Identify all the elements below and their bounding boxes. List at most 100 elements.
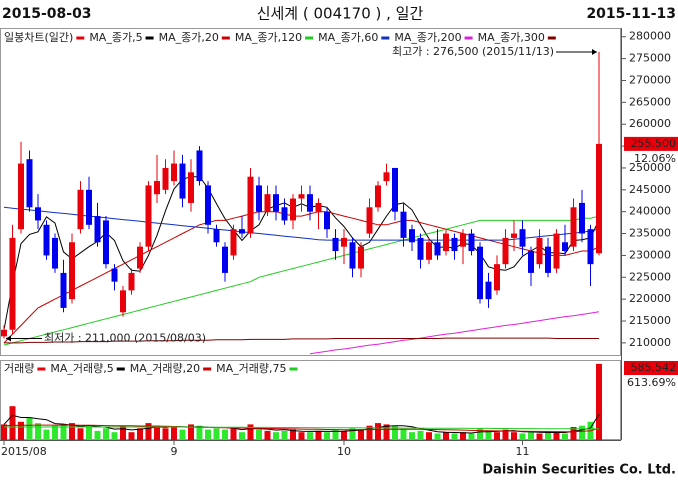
volume-bar — [443, 432, 449, 440]
x-tick-label: 2015/08 — [1, 445, 47, 458]
candle-body — [290, 198, 296, 221]
annotation: 최고가 : 276,500 (2015/11/13) — [392, 45, 554, 58]
ma-line — [3, 211, 600, 344]
volume-bar — [145, 423, 152, 440]
candle-body — [468, 233, 475, 252]
volume-bar — [298, 432, 305, 440]
volume-bar — [502, 429, 509, 440]
candle-body — [18, 163, 24, 230]
volume-bar — [1, 424, 7, 440]
volume-bar — [545, 430, 551, 440]
volume-bar — [120, 425, 126, 440]
volume-bar — [570, 427, 577, 440]
volume-bar — [375, 423, 381, 440]
legend-swatch — [381, 36, 390, 40]
volume-bar — [128, 432, 135, 440]
candle-body — [86, 189, 92, 225]
legend-swatch — [203, 367, 212, 371]
candle-body — [332, 237, 339, 252]
candle-body — [9, 237, 16, 330]
volume-bar — [137, 428, 143, 440]
candle-body — [570, 207, 577, 247]
volume-bar — [154, 425, 160, 440]
volume-bar — [77, 428, 84, 440]
candle-body — [162, 167, 169, 190]
volume-bar — [409, 432, 415, 440]
volume-ma-line — [3, 424, 600, 433]
candle-body — [103, 220, 109, 265]
y-tick-label: 245000 — [629, 183, 671, 196]
candle-body — [545, 246, 551, 273]
volume-bar — [213, 428, 220, 440]
candle-body — [205, 185, 211, 225]
last-value-box — [624, 136, 678, 151]
volume-bar — [26, 417, 33, 440]
volume-bar — [579, 425, 585, 440]
last-value-label: 255,500 — [631, 137, 677, 150]
candle-body — [341, 237, 347, 247]
volume-bar — [434, 433, 441, 440]
candle-body — [315, 202, 322, 212]
candle-body — [349, 242, 356, 269]
volume-bar — [477, 428, 483, 440]
candle-body — [307, 194, 313, 212]
candle-body — [417, 237, 424, 260]
candle-body — [502, 237, 509, 265]
arrow-head — [592, 49, 597, 56]
candle-body — [392, 167, 398, 212]
volume-bar — [69, 423, 75, 440]
volume-bar — [52, 425, 58, 440]
legend-swatch — [547, 36, 556, 40]
volume-bar — [511, 432, 517, 440]
candle-body — [120, 290, 126, 313]
y-tick-label: 230000 — [629, 248, 671, 261]
candle-body — [1, 329, 7, 337]
candle-body — [222, 246, 228, 273]
legend-swatch — [76, 36, 85, 40]
volume-bar — [179, 429, 186, 440]
y-tick-label: 220000 — [629, 292, 671, 305]
volume-bar — [426, 432, 432, 440]
legend-swatch — [116, 367, 125, 371]
legend-label: MA_종가,20 — [159, 31, 219, 44]
volume-bar — [43, 429, 50, 440]
candle-body — [562, 242, 568, 252]
x-tick-label: 11 — [516, 445, 530, 458]
volume-bar — [162, 428, 169, 440]
candle-body — [256, 185, 262, 212]
y-tick-label: 240000 — [629, 205, 671, 218]
volume-bar — [35, 423, 41, 440]
ma-line — [309, 311, 600, 355]
volume-bar — [358, 429, 364, 440]
candle-body — [52, 237, 58, 269]
candle-body — [494, 264, 500, 291]
volume-bar — [468, 433, 475, 440]
legend-label: MA_거래량,5 — [50, 362, 113, 375]
y-tick-label: 250000 — [629, 161, 671, 174]
last-value-box — [624, 361, 678, 375]
last-value-label: 585,542 — [631, 361, 677, 374]
candle-body — [519, 229, 526, 247]
volume-bar — [94, 430, 101, 440]
volume-bar — [383, 424, 390, 440]
volume-bar — [400, 429, 407, 440]
change-label: 613.69% — [627, 376, 676, 389]
y-tick-label: 215000 — [629, 314, 671, 327]
volume-bar — [596, 363, 602, 440]
candle-body — [477, 246, 483, 300]
candle-body — [366, 207, 373, 234]
legend-label: MA_종가,200 — [394, 31, 461, 44]
volume-bar — [205, 429, 211, 440]
volume-ma-line — [4, 426, 599, 430]
candle-body — [400, 211, 407, 238]
volume-bar — [307, 432, 313, 440]
candle-body — [324, 211, 330, 230]
volume-bar — [196, 425, 203, 440]
volume-bar — [417, 430, 424, 440]
candle-body — [511, 233, 517, 238]
candle-body — [137, 246, 143, 269]
volume-bar — [9, 406, 16, 440]
volume-bar — [536, 433, 543, 440]
volume-bar — [332, 429, 339, 440]
